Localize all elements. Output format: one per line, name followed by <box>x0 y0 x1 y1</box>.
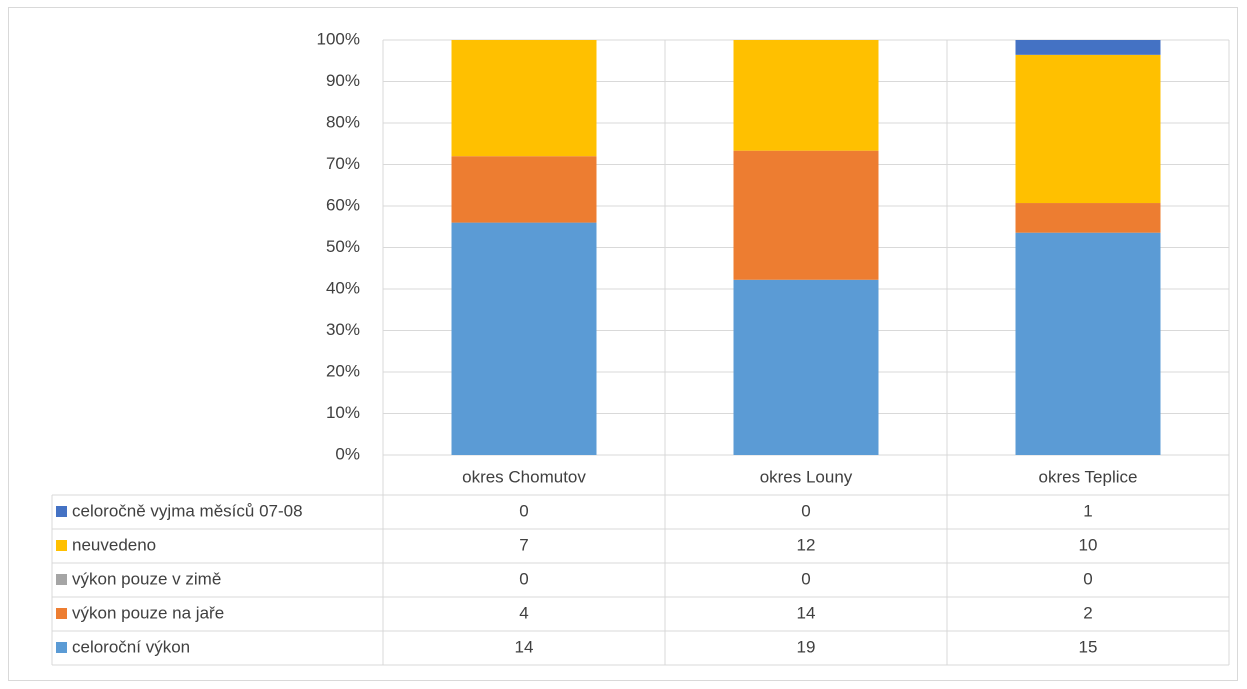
table-value: 14 <box>515 637 534 656</box>
legend-label: celoročně vyjma měsíců 07-08 <box>72 501 303 520</box>
legend-swatch <box>56 540 67 551</box>
legend-swatch <box>56 608 67 619</box>
table-value: 4 <box>519 603 528 622</box>
legend-label: neuvedeno <box>72 535 156 554</box>
table-value: 7 <box>519 535 528 554</box>
table-value: 19 <box>797 637 816 656</box>
category-label: okres Chomutov <box>462 467 586 486</box>
bar-segment <box>1015 203 1161 233</box>
table-value: 0 <box>519 569 528 588</box>
y-tick-label: 100% <box>317 29 360 48</box>
y-tick-label: 90% <box>326 71 360 90</box>
category-label: okres Louny <box>760 467 853 486</box>
category-label: okres Teplice <box>1039 467 1138 486</box>
y-tick-label: 20% <box>326 361 360 380</box>
y-tick-label: 70% <box>326 154 360 173</box>
bar-segment <box>733 279 879 455</box>
table-value: 10 <box>1079 535 1098 554</box>
legend-swatch <box>56 574 67 585</box>
y-tick-label: 80% <box>326 112 360 131</box>
bar-segment <box>451 222 597 455</box>
bar-segment <box>451 156 597 223</box>
legend-swatch <box>56 642 67 653</box>
y-tick-label: 50% <box>326 237 360 256</box>
bar-segment <box>451 40 597 157</box>
y-tick-label: 30% <box>326 320 360 339</box>
table-value: 14 <box>797 603 816 622</box>
table-value: 12 <box>797 535 816 554</box>
y-tick-label: 10% <box>326 403 360 422</box>
table-value: 0 <box>1083 569 1092 588</box>
y-tick-label: 60% <box>326 195 360 214</box>
table-value: 2 <box>1083 603 1092 622</box>
table-value: 0 <box>519 501 528 520</box>
chart-frame <box>8 7 1238 681</box>
bar-segment <box>1015 54 1161 204</box>
legend-label: celoroční výkon <box>72 637 190 656</box>
table-value: 15 <box>1079 637 1098 656</box>
legend-swatch <box>56 506 67 517</box>
bar-segment <box>1015 232 1161 455</box>
bar-segment <box>1015 40 1161 55</box>
table-value: 0 <box>801 569 810 588</box>
table-value: 1 <box>1083 501 1092 520</box>
y-tick-label: 0% <box>335 444 360 463</box>
legend-label: výkon pouze v zimě <box>72 569 221 588</box>
y-tick-label: 40% <box>326 278 360 297</box>
legend-label: výkon pouze na jaře <box>72 603 224 622</box>
table-value: 0 <box>801 501 810 520</box>
bar-segment <box>733 40 879 151</box>
bar-segment <box>733 150 879 280</box>
